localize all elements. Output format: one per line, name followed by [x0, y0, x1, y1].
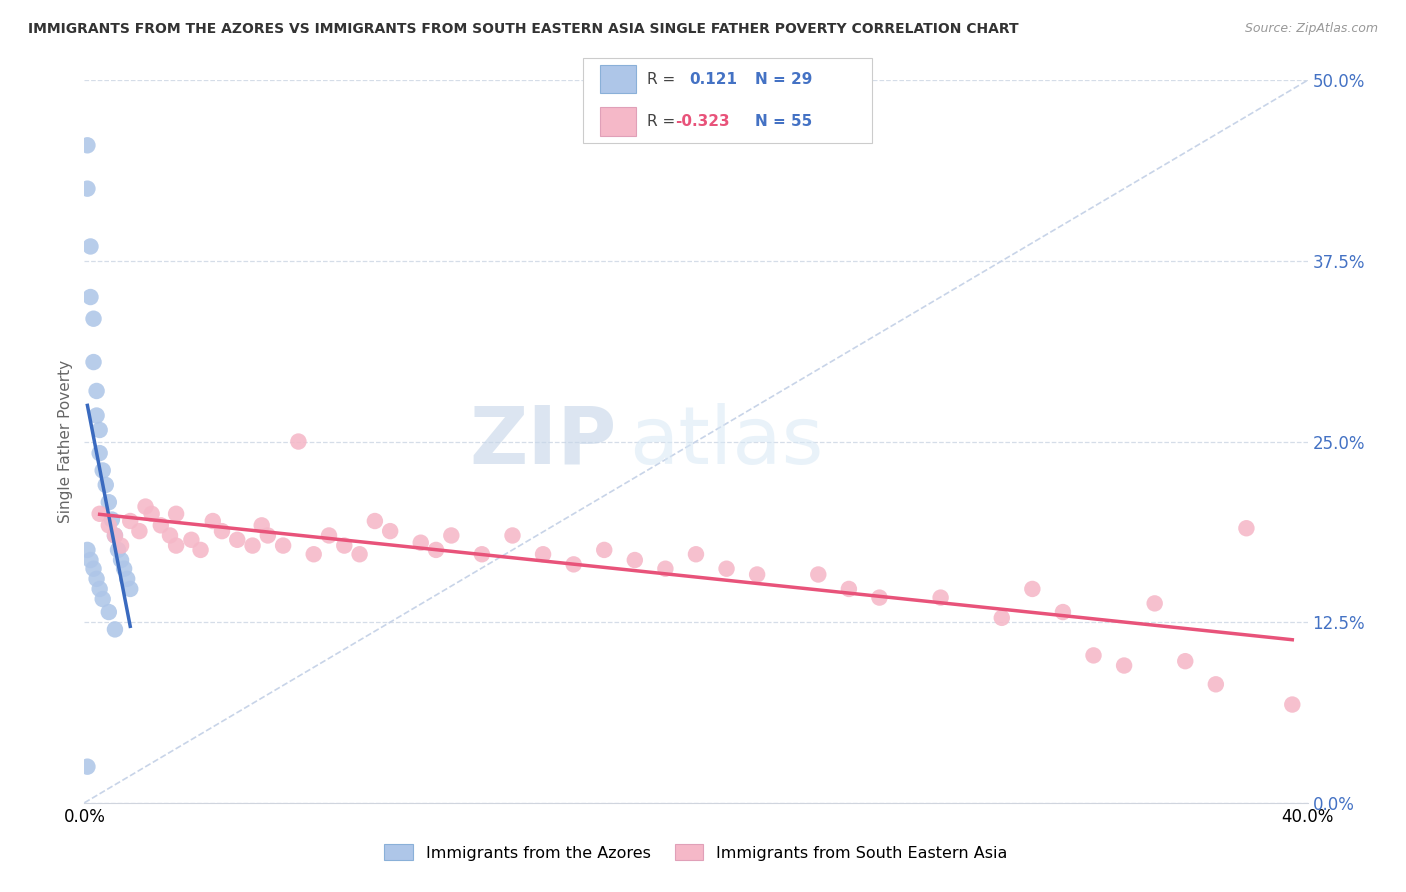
Point [1174, 654, 1197, 668]
Point [159, 528, 181, 542]
Point [1021, 582, 1043, 596]
Point [86, 409, 108, 423]
Point [364, 514, 387, 528]
Point [86, 384, 108, 398]
Point [79, 553, 101, 567]
Point [271, 539, 294, 553]
Point [287, 434, 309, 449]
Point [83, 355, 105, 369]
Point [562, 558, 585, 572]
Text: -0.323: -0.323 [675, 114, 730, 129]
Text: R =: R = [647, 114, 681, 129]
Point [593, 542, 616, 557]
Point [409, 535, 432, 549]
Text: IMMIGRANTS FROM THE AZORES VS IMMIGRANTS FROM SOUTH EASTERN ASIA SINGLE FATHER P: IMMIGRANTS FROM THE AZORES VS IMMIGRANTS… [28, 22, 1019, 37]
Point [91, 592, 114, 607]
Point [201, 514, 224, 528]
Point [76, 138, 98, 153]
Point [716, 562, 738, 576]
Text: N = 29: N = 29 [755, 71, 813, 87]
Point [165, 507, 187, 521]
Point [83, 311, 105, 326]
Point [869, 591, 891, 605]
Point [349, 547, 371, 561]
Point [502, 528, 524, 542]
Point [624, 553, 647, 567]
Point [141, 507, 163, 521]
Y-axis label: Single Father Poverty: Single Father Poverty [58, 360, 73, 523]
Point [94, 478, 117, 492]
Point [120, 582, 142, 596]
Point [1114, 658, 1136, 673]
Text: Source: ZipAtlas.com: Source: ZipAtlas.com [1244, 22, 1378, 36]
Point [257, 528, 280, 542]
Point [110, 539, 132, 553]
Point [807, 567, 830, 582]
Point [333, 539, 356, 553]
Point [440, 528, 463, 542]
Point [115, 572, 138, 586]
Point [1281, 698, 1303, 712]
Point [107, 542, 129, 557]
Point [128, 524, 150, 538]
Point [302, 547, 325, 561]
Point [79, 290, 101, 304]
Point [471, 547, 494, 561]
Point [211, 524, 233, 538]
Point [135, 500, 157, 514]
Text: ZIP: ZIP [470, 402, 616, 481]
Point [120, 514, 142, 528]
Point [149, 518, 172, 533]
Point [76, 182, 98, 196]
Point [76, 760, 98, 774]
Point [180, 533, 202, 547]
Point [91, 463, 114, 477]
Point [1236, 521, 1258, 535]
Point [112, 562, 135, 576]
Point [226, 533, 249, 547]
Point [991, 611, 1014, 625]
Text: 0.121: 0.121 [689, 71, 737, 87]
Text: atlas: atlas [628, 402, 823, 481]
Point [86, 572, 108, 586]
Point [747, 567, 769, 582]
Point [929, 591, 952, 605]
Point [76, 542, 98, 557]
Point [165, 539, 187, 553]
Point [531, 547, 554, 561]
Text: N = 55: N = 55 [755, 114, 813, 129]
Point [1143, 596, 1166, 610]
Point [110, 553, 132, 567]
Legend: Immigrants from the Azores, Immigrants from South Eastern Asia: Immigrants from the Azores, Immigrants f… [378, 838, 1014, 867]
Text: R =: R = [647, 71, 681, 87]
Point [685, 547, 707, 561]
Point [97, 518, 120, 533]
Point [101, 512, 124, 526]
Point [89, 582, 111, 596]
Point [97, 605, 120, 619]
Point [1205, 677, 1227, 691]
Point [654, 562, 676, 576]
Point [1083, 648, 1105, 663]
Point [242, 539, 264, 553]
Point [838, 582, 860, 596]
Point [380, 524, 402, 538]
Point [190, 542, 212, 557]
Point [97, 495, 120, 509]
Point [318, 528, 340, 542]
Point [83, 562, 105, 576]
Point [425, 542, 447, 557]
Point [1052, 605, 1074, 619]
Point [104, 528, 127, 542]
Point [89, 423, 111, 437]
Point [79, 239, 101, 253]
Point [89, 507, 111, 521]
Point [89, 446, 111, 460]
Point [104, 528, 127, 542]
Point [104, 623, 127, 637]
Point [250, 518, 273, 533]
